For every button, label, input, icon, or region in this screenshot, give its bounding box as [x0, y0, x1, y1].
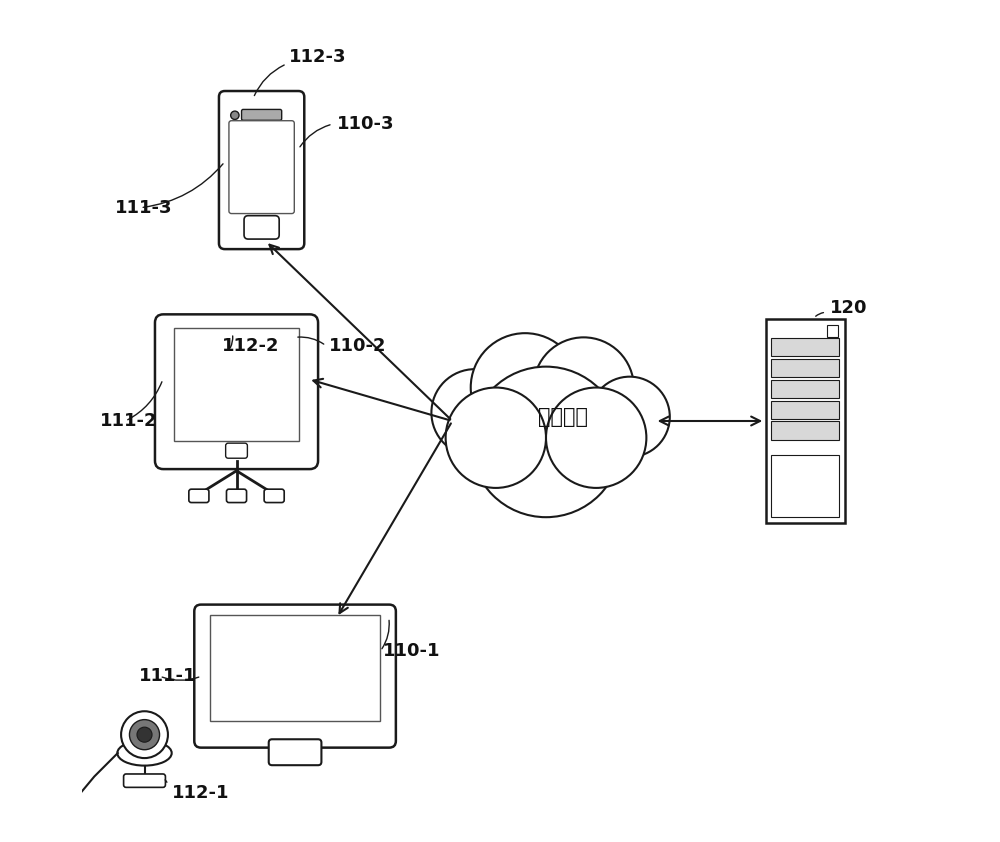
Circle shape — [129, 720, 160, 749]
FancyBboxPatch shape — [242, 109, 282, 120]
Circle shape — [446, 387, 546, 488]
FancyBboxPatch shape — [244, 216, 279, 239]
Circle shape — [121, 711, 168, 758]
FancyBboxPatch shape — [264, 489, 284, 503]
Ellipse shape — [117, 740, 172, 765]
Text: 110-3: 110-3 — [337, 115, 394, 133]
Circle shape — [533, 338, 634, 438]
Bar — [827, 325, 838, 337]
FancyBboxPatch shape — [226, 489, 247, 503]
FancyBboxPatch shape — [269, 739, 321, 765]
Circle shape — [471, 366, 621, 517]
Bar — [771, 338, 839, 356]
Circle shape — [589, 376, 670, 457]
Bar — [771, 401, 839, 419]
FancyBboxPatch shape — [194, 605, 396, 748]
FancyBboxPatch shape — [226, 443, 247, 458]
Text: 112-1: 112-1 — [172, 784, 230, 802]
Circle shape — [546, 387, 646, 488]
Text: 120: 120 — [830, 299, 868, 317]
Bar — [771, 456, 839, 517]
FancyBboxPatch shape — [155, 314, 318, 469]
FancyBboxPatch shape — [189, 489, 209, 503]
Text: 110-2: 110-2 — [329, 337, 386, 354]
Bar — [771, 380, 839, 398]
Text: 111-1: 111-1 — [139, 667, 196, 685]
Circle shape — [231, 111, 239, 120]
Text: 110-1: 110-1 — [383, 642, 440, 660]
Bar — [210, 616, 380, 722]
FancyBboxPatch shape — [124, 774, 165, 787]
Bar — [771, 421, 839, 440]
Bar — [771, 359, 839, 377]
Circle shape — [431, 369, 518, 456]
Text: 112-2: 112-2 — [222, 337, 280, 354]
Text: 112-3: 112-3 — [289, 48, 347, 67]
Text: 通信网络: 通信网络 — [538, 407, 588, 427]
FancyBboxPatch shape — [229, 120, 294, 214]
Text: 111-2: 111-2 — [100, 412, 158, 430]
Circle shape — [471, 333, 579, 442]
Circle shape — [137, 727, 152, 742]
FancyBboxPatch shape — [219, 91, 304, 249]
Text: 111-3: 111-3 — [115, 199, 173, 216]
Bar — [174, 328, 299, 441]
Bar — [766, 318, 845, 524]
